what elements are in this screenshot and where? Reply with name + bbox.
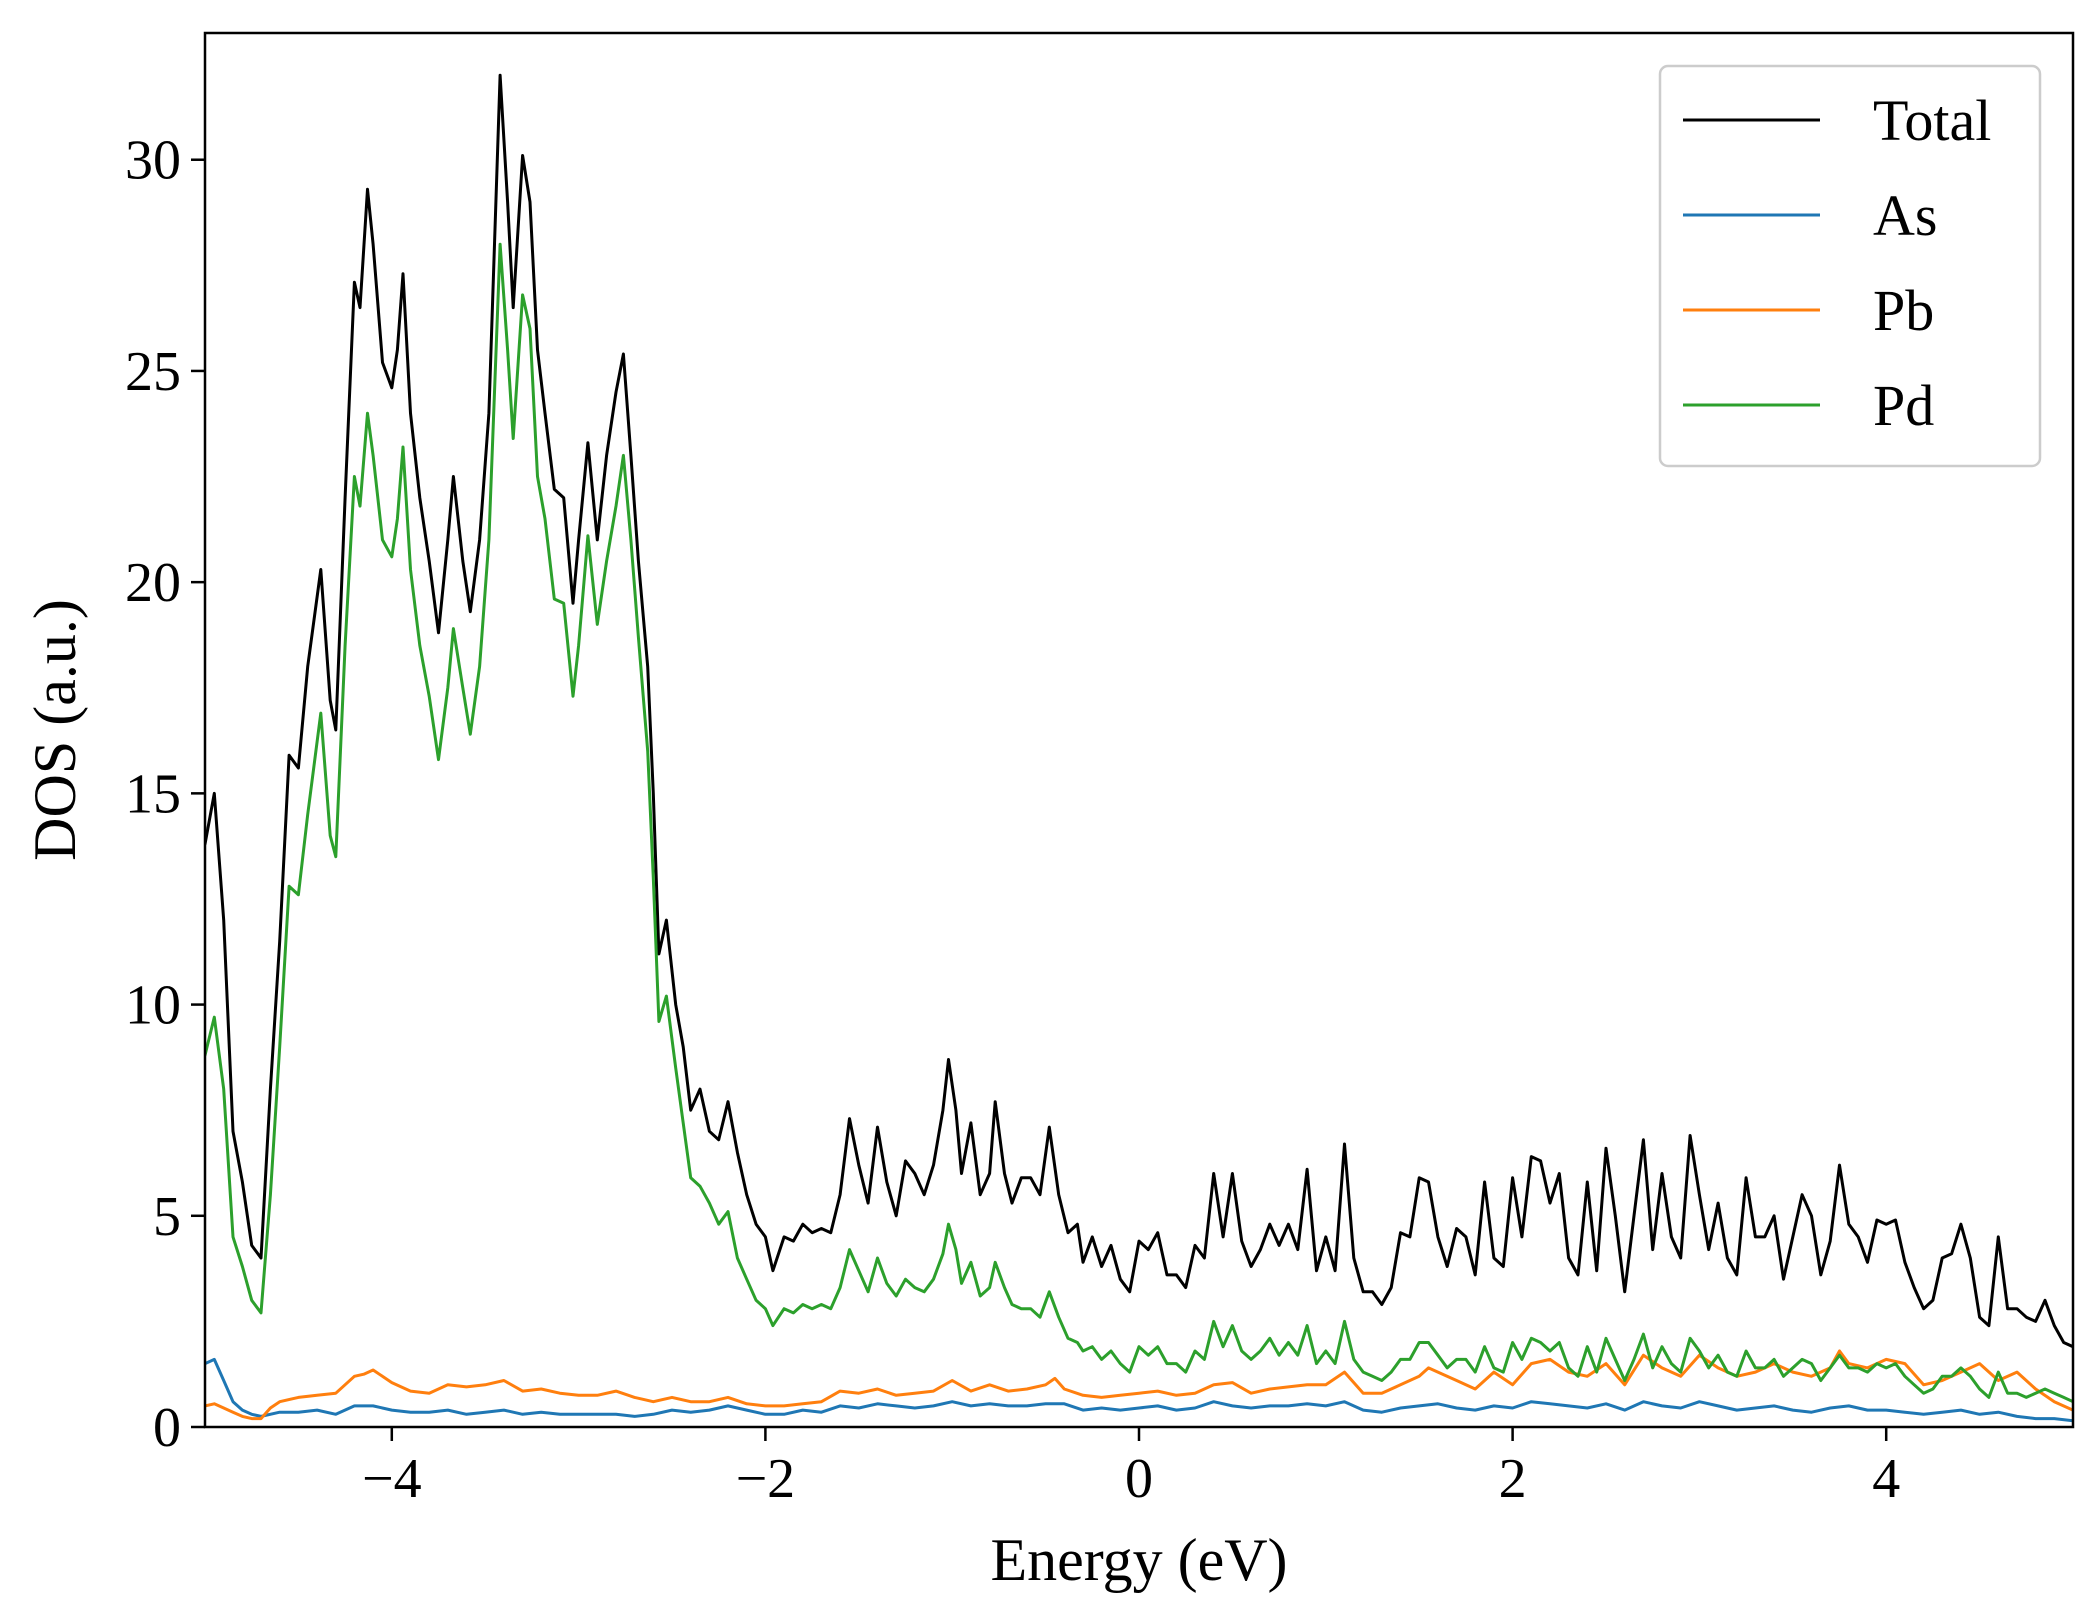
legend-label-total: Total (1873, 88, 1991, 153)
legend-label-pd: Pd (1873, 373, 1934, 438)
legend-label-pb: Pb (1873, 278, 1934, 343)
x-axis-label: Energy (eV) (990, 1527, 1287, 1593)
x-tick-label: 4 (1872, 1448, 1900, 1510)
y-axis: 0 5 10 15 20 25 30 (125, 130, 205, 1459)
legend-box (1658, 64, 2042, 468)
x-tick-label: −4 (362, 1448, 422, 1510)
y-tick-label: 0 (153, 1397, 181, 1459)
series-line-pb (205, 1349, 2073, 1421)
legend-label-as: As (1873, 183, 1937, 248)
y-tick-label: 5 (153, 1186, 181, 1248)
y-tick-label: 30 (125, 130, 181, 192)
series-line-pd (205, 242, 2073, 1404)
y-tick-label: 25 (125, 341, 181, 403)
series-line-total (205, 73, 2073, 1349)
x-tick-label: 2 (1499, 1448, 1527, 1510)
y-axis-label: DOS (a.u.) (22, 599, 88, 861)
x-axis: −4 −2 0 2 4 (362, 1427, 1900, 1510)
legend-items: Total As Pb Pd (1683, 88, 1991, 438)
series-line-as (205, 1357, 2073, 1423)
x-tick-label: 0 (1125, 1448, 1153, 1510)
y-tick-label: 10 (125, 975, 181, 1037)
y-tick-label: 15 (125, 763, 181, 825)
series-layer (205, 73, 2073, 1423)
y-tick-label: 20 (125, 552, 181, 614)
legend: Total As Pb Pd (1658, 64, 2042, 468)
x-tick-label: −2 (736, 1448, 796, 1510)
